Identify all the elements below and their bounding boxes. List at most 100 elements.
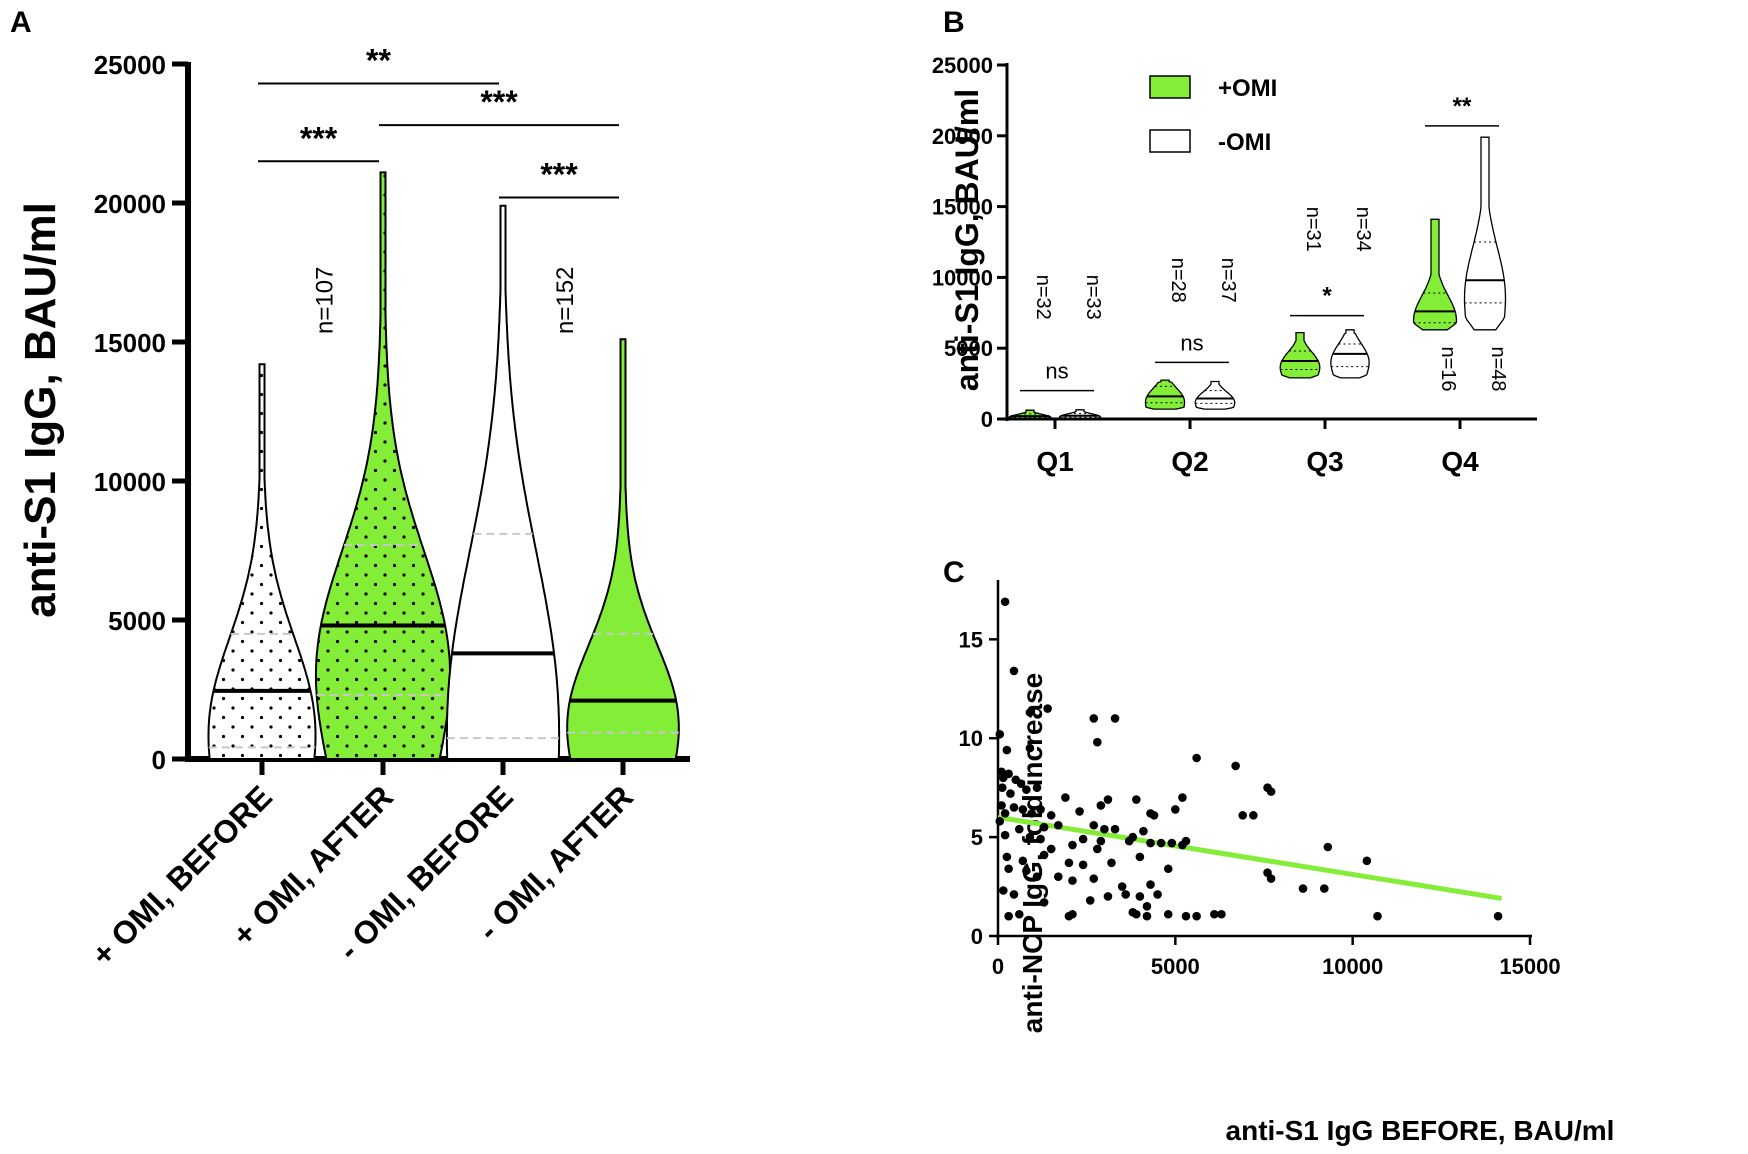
scatter-point [1014, 824, 1024, 834]
scatter-point [1323, 842, 1333, 852]
scatter-point [1004, 769, 1013, 779]
scatter-point [1002, 745, 1012, 755]
panel-b-significance-label: ns [1045, 359, 1068, 384]
scatter-point [1089, 714, 1099, 723]
scatter-point [1266, 787, 1276, 796]
panel-b-significance-label: * [1322, 283, 1332, 310]
panel-b-n-label: n=48 [1487, 346, 1509, 391]
scatter-point [1142, 911, 1152, 921]
scatter-point [1117, 882, 1127, 891]
scatter-point [1373, 911, 1382, 921]
panel-a-y-tick-label: 10000 [94, 467, 166, 497]
scatter-point [1167, 838, 1177, 848]
scatter-point [1032, 872, 1042, 881]
violin-b--OMI-Q2 [1194, 380, 1236, 410]
panel-b-n-label: n=28 [1167, 258, 1189, 303]
scatter-point [1100, 824, 1109, 834]
panel-a-n-label: n=107 [312, 267, 339, 334]
panel-a-y-tick-label: 0 [152, 745, 166, 775]
scatter-point [1135, 852, 1145, 862]
scatter-point [1022, 785, 1031, 794]
panel-b-n-label: n=34 [1352, 207, 1374, 252]
scatter-point [1146, 880, 1155, 889]
scatter-point [995, 816, 1005, 826]
scatter-point [1178, 840, 1187, 850]
violin-a-3 [445, 204, 561, 760]
scatter-point [1018, 856, 1028, 866]
scatter-point [995, 729, 1005, 739]
panel-letter-c: C [943, 556, 965, 589]
panel-b-y-tick-label: 25000 [932, 53, 993, 78]
scatter-point [1000, 830, 1010, 840]
panel-b-y-tick-label: 5000 [944, 336, 993, 361]
scatter-point [1210, 909, 1219, 919]
scatter-point [1036, 834, 1045, 844]
scatter-point [1036, 805, 1045, 814]
scatter-point [1000, 809, 1010, 818]
violin-a-2-pattern [315, 172, 451, 759]
violin-b-+OMI-Q4 [1412, 218, 1458, 331]
panel-c-x-tick-label: 0 [992, 954, 1004, 979]
scatter-point [1039, 822, 1049, 832]
panel-b-category-label: Q2 [1171, 446, 1208, 477]
panel-letter-b: B [943, 6, 965, 39]
scatter-point [1093, 737, 1102, 747]
scatter-point [1153, 890, 1162, 899]
panel-c-scatter-chart: anti-NCP IgG, fold increase anti-S1 IgG … [959, 580, 1614, 1146]
panel-c-y-tick-label: 10 [959, 726, 983, 751]
scatter-point [1238, 811, 1248, 820]
scatter-point [1032, 783, 1042, 792]
scatter-point [1163, 864, 1173, 874]
panel-b-significance-label: ** [1453, 93, 1472, 120]
scatter-point [1362, 856, 1372, 866]
legend-swatch-plus-omi [1149, 75, 1191, 99]
scatter-point [1039, 850, 1049, 860]
panel-b-n-label: n=31 [1302, 207, 1324, 252]
scatter-point [1009, 666, 1019, 676]
scatter-point [1093, 844, 1102, 854]
scatter-point [1178, 793, 1187, 802]
legend-swatch-minus-omi [1149, 129, 1191, 153]
scatter-point [1089, 874, 1099, 883]
panel-b-n-label: n=16 [1437, 346, 1459, 391]
scatter-point [1156, 838, 1166, 848]
panel-c-regression-line [997, 814, 1503, 901]
scatter-point [1107, 858, 1116, 868]
scatter-point [997, 783, 1007, 792]
panel-a-significance-label: ** [366, 42, 391, 78]
scatter-point [1075, 807, 1084, 816]
scatter-point [1025, 743, 1035, 753]
scatter-point [1009, 890, 1019, 899]
scatter-point [1085, 896, 1095, 905]
panel-a-n-label: n=152 [552, 267, 579, 334]
scatter-point [1053, 820, 1063, 830]
scatter-point [1171, 805, 1180, 814]
scatter-point [1163, 909, 1173, 919]
scatter-point [997, 801, 1006, 810]
scatter-point [1110, 824, 1120, 834]
panel-b-n-label: n=32 [1032, 275, 1054, 320]
scatter-point [1096, 836, 1106, 846]
scatter-point [999, 886, 1008, 895]
panel-a-significance-label: *** [480, 84, 518, 120]
scatter-point [1068, 840, 1077, 850]
scatter-point [1266, 874, 1276, 883]
scatter-point [1025, 832, 1035, 842]
panel-b-y-axis-label: anti-S1 IgG, BAU/ml [949, 89, 985, 391]
legend-label-minus-omi: -OMI [1218, 129, 1271, 156]
panel-a-y-tick-label: 15000 [94, 328, 166, 358]
panel-b-y-tick-label: 15000 [932, 195, 993, 220]
scatter-point [1135, 892, 1145, 901]
scatter-point [1121, 890, 1130, 899]
scatter-point [1132, 795, 1141, 804]
scatter-point [1192, 753, 1201, 763]
panel-c-y-tick-label: 0 [971, 924, 983, 949]
scatter-point [1096, 801, 1106, 810]
panel-a-y-tick-label: 25000 [94, 50, 166, 80]
violin-b-+OMI-Q2 [1144, 379, 1186, 410]
scatter-point [1192, 911, 1201, 921]
panel-a-y-tick-label: 5000 [108, 606, 166, 636]
scatter-point [1142, 902, 1152, 911]
violin-b--OMI-Q4 [1463, 136, 1507, 331]
